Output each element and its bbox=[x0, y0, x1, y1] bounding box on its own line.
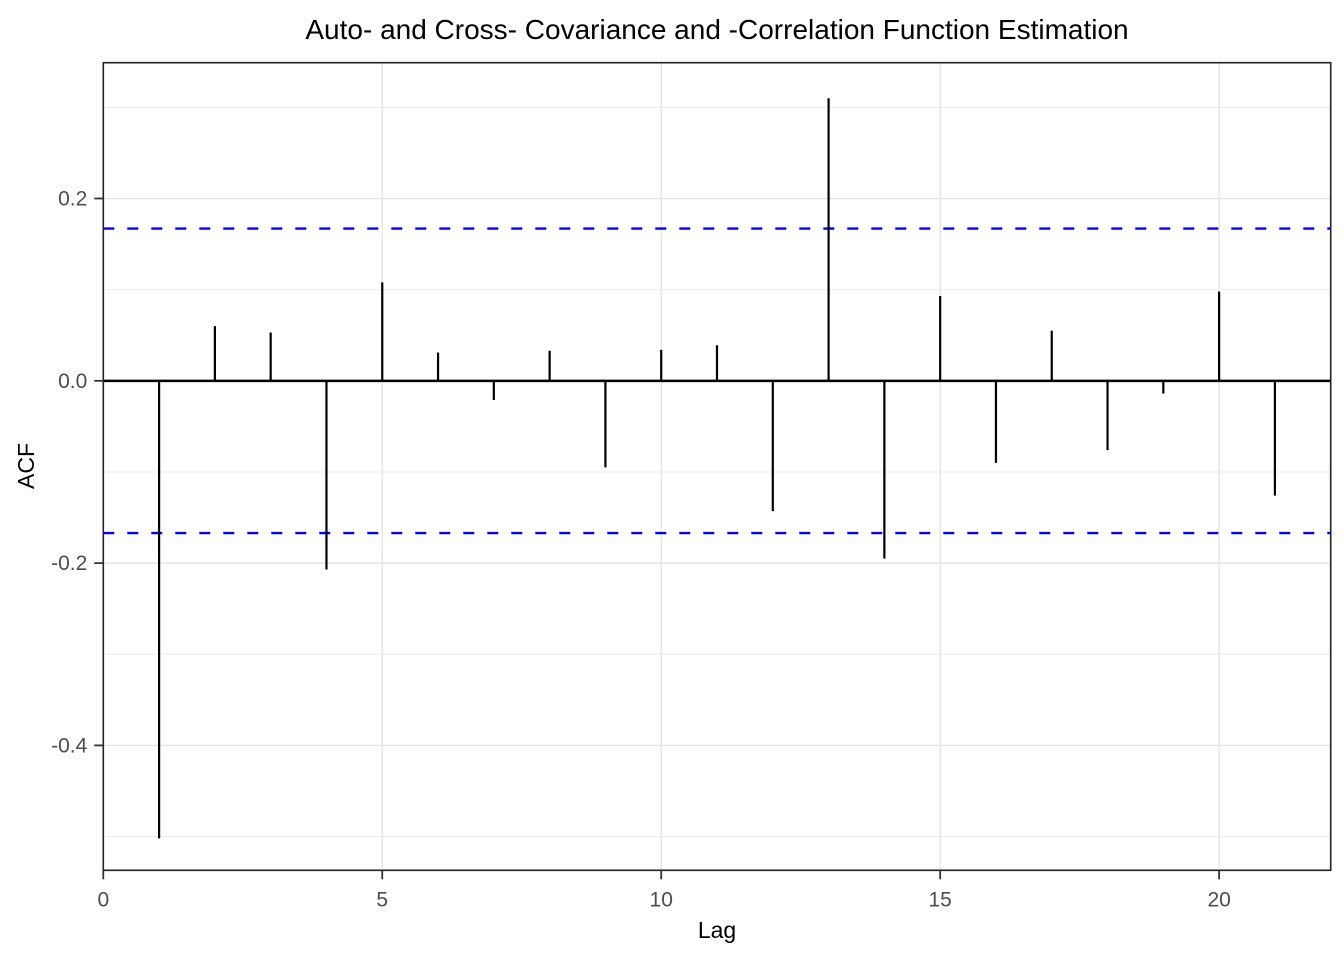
tick-layer: 0 5 10 15 20 0.2 0.0 -0.2 -0.4 bbox=[51, 188, 1231, 912]
y-tick-label: -0.2 bbox=[51, 552, 87, 575]
y-axis-title: ACF bbox=[13, 443, 39, 489]
y-tick-label: 0.2 bbox=[58, 188, 87, 211]
x-axis-title: Lag bbox=[698, 917, 736, 943]
panel-border bbox=[102, 61, 1332, 872]
x-tick-label: 20 bbox=[1207, 888, 1230, 911]
x-tick-label: 5 bbox=[376, 888, 388, 911]
plot-panel bbox=[103, 62, 1331, 871]
x-tick-label: 0 bbox=[97, 888, 109, 911]
x-tick-label: 15 bbox=[928, 888, 951, 911]
y-tick-label: 0.0 bbox=[58, 370, 87, 393]
y-tick-label: -0.4 bbox=[51, 734, 88, 757]
chart-title: Auto- and Cross- Covariance and -Correla… bbox=[305, 14, 1128, 45]
x-tick-label: 10 bbox=[650, 888, 673, 911]
data-layer bbox=[103, 98, 1331, 839]
gridline-layer bbox=[102, 62, 1331, 871]
frame-layer bbox=[102, 61, 1332, 872]
